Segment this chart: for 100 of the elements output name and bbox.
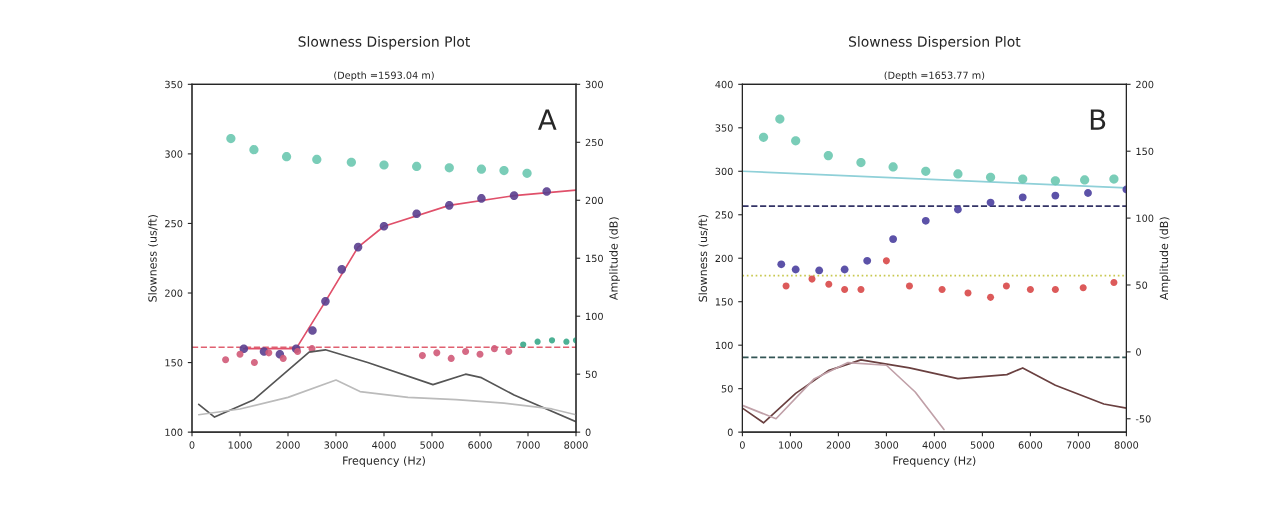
y2-tick-label: 50 [585,370,597,378]
point [905,282,913,290]
chart-title: Slowness Dispersion Plot [849,36,1021,50]
y2-axis-title: Amplitude (dB) [1159,217,1171,301]
x-tick-label: 0 [739,441,745,449]
point [1079,284,1087,292]
point [499,165,509,176]
x-tick-label: 3000 [324,441,348,449]
point [418,352,426,360]
point [321,297,330,306]
line-series [197,379,576,416]
point [522,168,532,178]
point [236,350,244,358]
point [791,136,801,146]
point [542,187,551,196]
y2-tick-label: 250 [585,138,603,147]
point [840,265,849,274]
x-tick-label: 3000 [874,441,899,449]
y2-tick-label: 150 [586,254,603,263]
point [412,161,422,172]
point [938,285,946,294]
y-tick-label: 200 [165,289,183,297]
point [281,152,292,162]
point [1018,174,1028,184]
y2-tick-label: 100 [586,312,603,321]
point [445,201,454,210]
y-tick-label: 150 [715,298,733,306]
point [986,198,995,207]
y2-tick-label: 50 [1136,281,1148,289]
point [964,289,972,297]
point [856,157,866,168]
chart-title: Slowness Dispersion Plot [298,36,470,50]
point [841,285,849,294]
x-tick-label: 7000 [516,441,540,449]
point [1109,174,1119,184]
y-tick-label: 50 [721,385,733,393]
point [1110,279,1118,287]
point [250,359,258,367]
y-tick-label: 400 [715,80,733,89]
point [889,235,898,244]
y-tick-label: 250 [165,219,183,228]
point [346,157,356,167]
point [563,338,570,345]
y-tick-label: 300 [165,150,183,158]
y-tick-label: 350 [165,80,183,89]
point [433,349,441,357]
point [921,166,931,176]
y-tick-label: 250 [715,211,733,219]
point [1050,176,1060,186]
y2-tick-label: 200 [1136,80,1154,89]
point [987,293,995,301]
point [509,191,519,200]
line-series [742,359,1127,424]
point [476,350,484,358]
y2-tick-label: 150 [1136,147,1154,156]
point [490,345,498,353]
point [548,337,556,344]
point [863,256,872,265]
point [825,280,833,288]
point [985,172,996,182]
y2-tick-label: 0 [585,428,591,436]
x-tick-label: 5000 [420,441,444,449]
x-axis-title: Frequency (Hz) [343,456,425,467]
y2-tick-label: -50 [1135,415,1151,423]
y-axis-title: Slowness (us/ft) [148,215,159,302]
point [249,145,259,155]
point [239,344,249,353]
point [777,260,786,269]
y-tick-label: 100 [715,341,733,350]
x-tick-label: 4000 [922,441,947,449]
y-axis-title: Slowness (us/ft) [698,215,709,302]
point [447,354,455,362]
x-tick-label: 7000 [1066,441,1091,449]
y2-tick-label: 100 [1136,214,1154,222]
y2-tick-label: 0 [1136,348,1141,356]
y-tick-label: 300 [715,167,733,176]
point [308,326,317,335]
x-axis-title: Frequency (Hz) [893,456,976,467]
chart-subtitle: (Depth =1653.77 m) [884,71,985,81]
point [808,275,816,283]
x-tick-label: 5000 [970,441,995,449]
x-tick-label: 0 [189,441,195,449]
x-tick-label: 6000 [1018,441,1043,449]
point [379,221,389,231]
point [953,205,962,214]
point [775,114,785,124]
y2-axis-title: Amplitude (dB) [609,217,620,301]
point [782,282,790,290]
point [1051,285,1059,294]
point [953,169,963,179]
point [444,163,454,173]
point [534,338,541,345]
point [312,154,322,165]
point [520,341,527,348]
annotation: B [1090,109,1106,130]
point [337,265,347,274]
point [1051,191,1060,200]
point [921,216,930,225]
point [888,162,898,172]
x-tick-label: 2000 [276,441,300,449]
